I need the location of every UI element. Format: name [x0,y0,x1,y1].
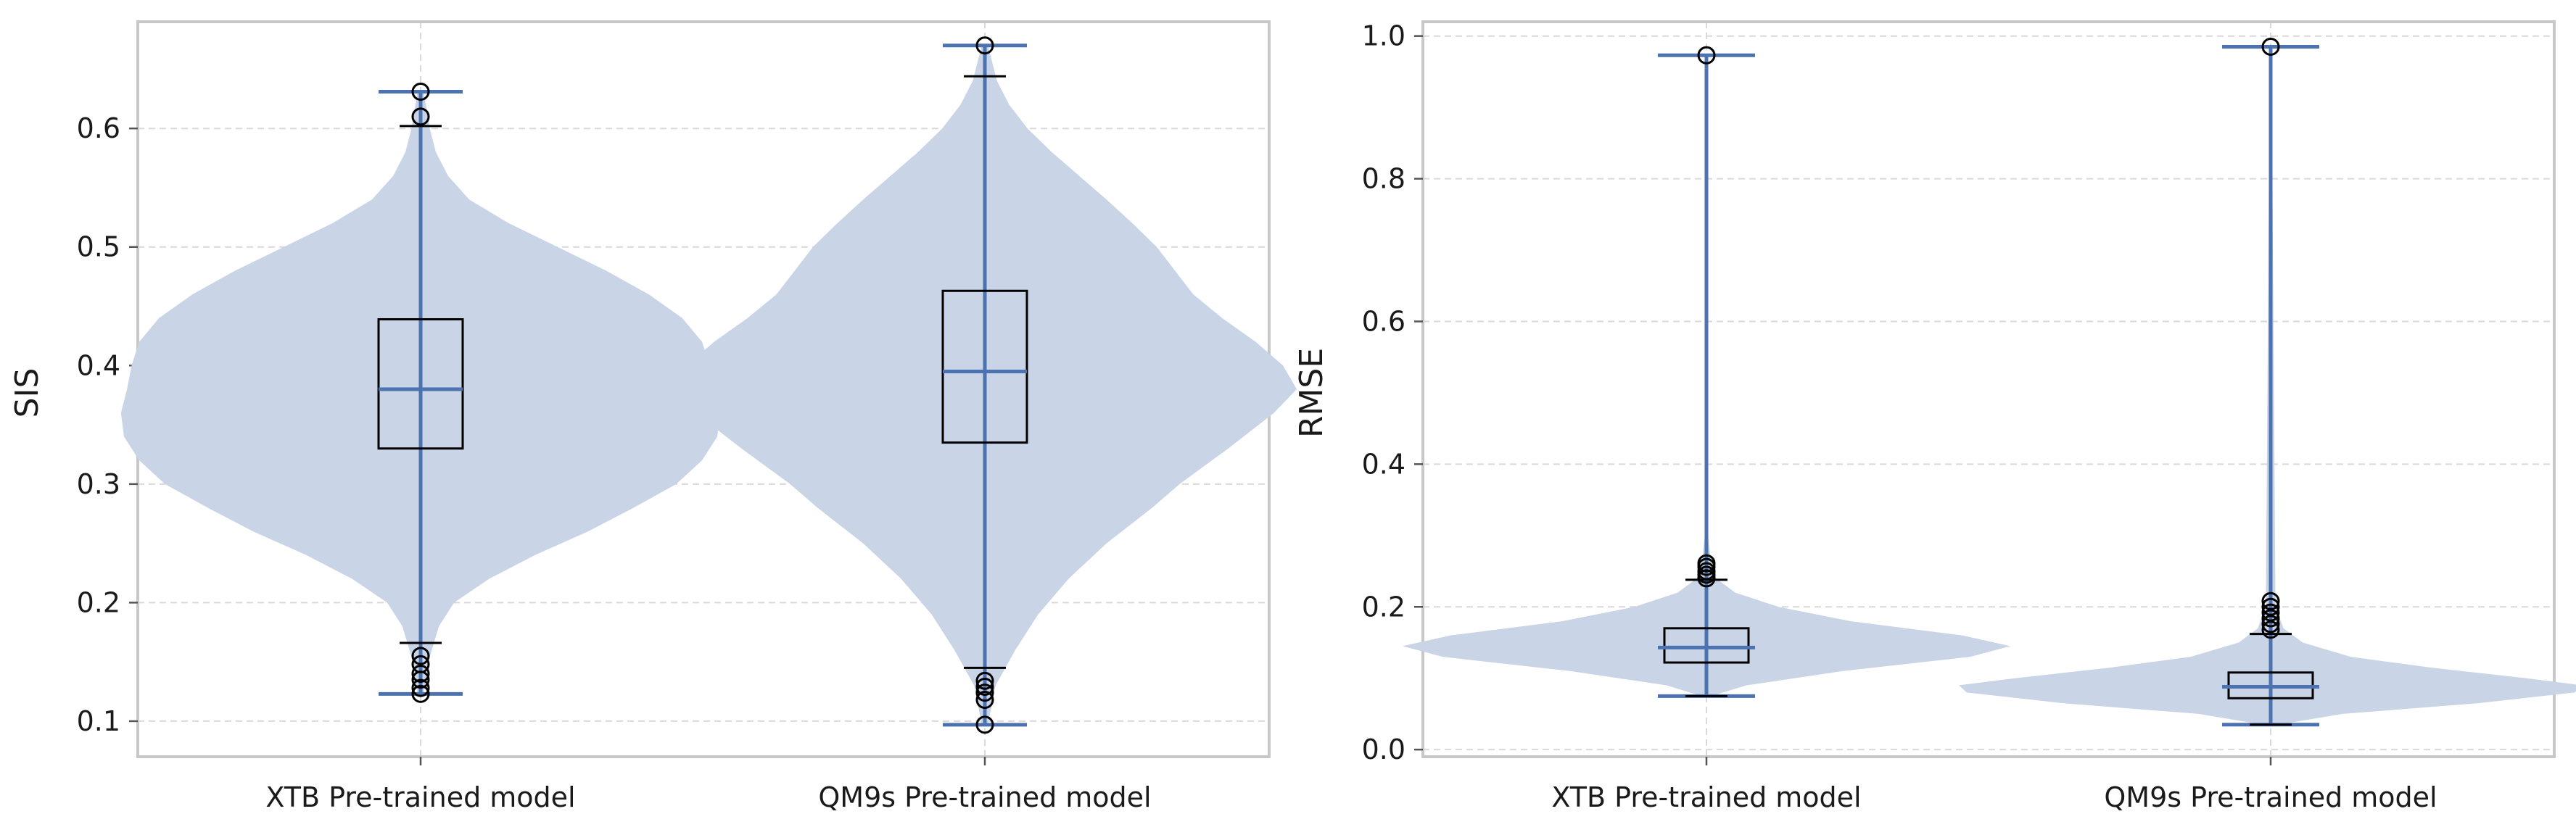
y-tick-label: 0.2 [1362,591,1405,623]
sis-panel: 0.1 0.2 0.3 0.4 0.5 0.6 SIS XTB Pre-trained mod… [9,20,1297,813]
box-iqr [377,318,464,450]
outlier-point [2261,603,2280,622]
y-tick-label: 0.0 [1362,734,1405,765]
outlier-point [1697,46,1716,65]
x-tick-label: QM9s Pre-trained model [818,781,1151,813]
plot-frame [1421,20,2556,758]
y-axis-label: SIS [9,368,46,418]
outlier-point [411,107,430,126]
y-tick-label: 0.2 [77,586,120,618]
y-tick-label: 0.4 [1362,448,1405,480]
outlier-point [411,684,430,703]
outlier-point [2261,615,2280,633]
outlier-point [2261,591,2280,610]
x-tick-label: XTB Pre-trained model [1551,781,1861,813]
y-tick-label: 0.6 [1362,305,1405,337]
outlier-point [975,678,994,697]
outlier-point [975,684,994,702]
outlier-point [2261,620,2280,639]
y-tick-label: 1.0 [1362,20,1405,52]
outlier-point [2261,597,2280,616]
outlier-point [2261,609,2280,628]
outlier-point [2261,37,2280,56]
outlier-point [1697,554,1716,573]
outlier-point [975,690,994,709]
y-tick-label: 0.4 [77,349,120,381]
box-iqr [941,289,1028,444]
y-axis-label: RMSE [1293,348,1330,438]
outlier-point [975,715,994,734]
x-tick-label: XTB Pre-trained model [265,781,575,813]
outlier-point [411,665,430,684]
y-tick-label: 0.8 [1362,163,1405,195]
outlier-point [975,671,994,690]
outlier-point [411,655,430,673]
x-tick-label: QM9s Pre-trained model [2104,781,2437,813]
outlier-point [411,647,430,665]
y-tick-label: 0.3 [77,468,120,500]
outlier-point [975,36,994,55]
box-iqr [1663,627,1750,664]
y-tick-label: 0.1 [77,705,120,737]
violin-body [1959,46,2576,725]
y-tick-label: 0.5 [77,231,120,263]
rmse-panel: 0.0 0.2 0.4 0.6 0.8 1.0 RMSE XTB Pre-trained mo… [1293,20,2576,813]
y-tick-label: 0.6 [77,112,120,144]
outlier-point [411,678,430,697]
outlier-point [411,82,430,101]
